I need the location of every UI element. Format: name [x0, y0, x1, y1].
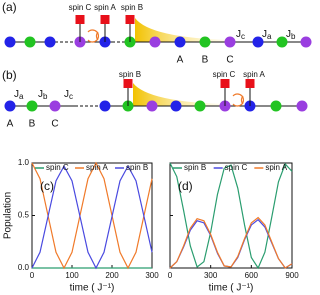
legend-label: spin B: [184, 163, 206, 172]
site-label: C: [226, 55, 233, 66]
wave: [135, 18, 232, 42]
panel-label: (c): [40, 179, 54, 193]
spin-label: spin C: [69, 3, 92, 12]
coupling-label: Jb: [286, 29, 296, 41]
y-tick-label: 1.0: [18, 158, 30, 167]
panel-label: (b): [2, 68, 17, 82]
coupling-main: J: [286, 29, 291, 40]
wave: [133, 83, 226, 106]
legend-label: spin C: [46, 163, 69, 172]
site-label: A: [177, 55, 184, 66]
site-label: A: [7, 119, 14, 130]
y-axis-label: Population: [3, 192, 14, 239]
legend-label: spin B: [126, 163, 148, 172]
panel-label: (a): [2, 0, 17, 14]
panel-label: (d): [178, 179, 193, 193]
x-tick-label: 300: [204, 271, 218, 280]
x-tick-label: 300: [145, 271, 159, 280]
coupling-main: J: [38, 89, 43, 100]
y-tick-label: 0.0: [18, 263, 30, 272]
site-label: B: [202, 55, 209, 66]
legend-label: spin A: [265, 163, 287, 172]
x-tick-label: 200: [105, 271, 119, 280]
coupling-label: Ja: [262, 29, 272, 41]
spin-label: spin B: [121, 3, 143, 12]
legend-label: spin C: [225, 163, 248, 172]
series-line: [169, 218, 293, 269]
y-tick-label: 0.5: [18, 211, 30, 220]
spin-label: spin A: [243, 70, 265, 79]
spins: [75, 15, 135, 43]
x-tick-label: 0: [168, 271, 173, 280]
coupling-main: J: [14, 89, 19, 100]
x-tick-label: 600: [245, 271, 259, 280]
coupling-sub: c: [241, 32, 245, 41]
spins: [123, 79, 255, 107]
charts: 0 100 200 300 0.0 0.5 1.0 (c) time ( J⁻¹) Populat…: [3, 158, 300, 294]
diagram-a: (a) spin C spin A spin B A B C Jc Ja Jb: [2, 0, 312, 66]
spin-label: spin B: [119, 70, 141, 79]
x-axis-label: time ( J⁻¹): [209, 283, 254, 294]
coupling-main: J: [236, 29, 241, 40]
x-tick-label: 900: [285, 271, 299, 280]
coupling-sub: b: [291, 32, 296, 41]
diagram-b: (b) spin B spin C spin A A B C Ja Jb Jc: [2, 68, 308, 130]
site-label: B: [29, 119, 36, 130]
series-line: [31, 161, 153, 270]
coupling-label: Jc: [64, 89, 73, 101]
coupling-label: Ja: [14, 89, 24, 101]
coupling-sub: a: [19, 92, 24, 101]
coupling-sub: b: [43, 92, 48, 101]
coupling-main: J: [64, 89, 69, 100]
series-line: [169, 162, 293, 270]
series-line: [31, 164, 153, 270]
coupling-main: J: [262, 29, 267, 40]
sites: [4, 100, 308, 112]
coupling-sub: a: [267, 32, 272, 41]
series-line: [169, 216, 293, 269]
coupling-label: Jc: [236, 29, 245, 41]
site-label: C: [51, 119, 58, 130]
spin-label: spin A: [94, 3, 116, 12]
x-axis-label: time ( J⁻¹): [70, 283, 115, 294]
coupling-label: Jb: [38, 89, 48, 101]
x-tick-label: 0: [30, 271, 35, 280]
x-tick-label: 100: [65, 271, 79, 280]
spin-label: spin C: [213, 70, 236, 79]
coupling-sub: c: [69, 92, 73, 101]
legend-label: spin A: [86, 163, 108, 172]
